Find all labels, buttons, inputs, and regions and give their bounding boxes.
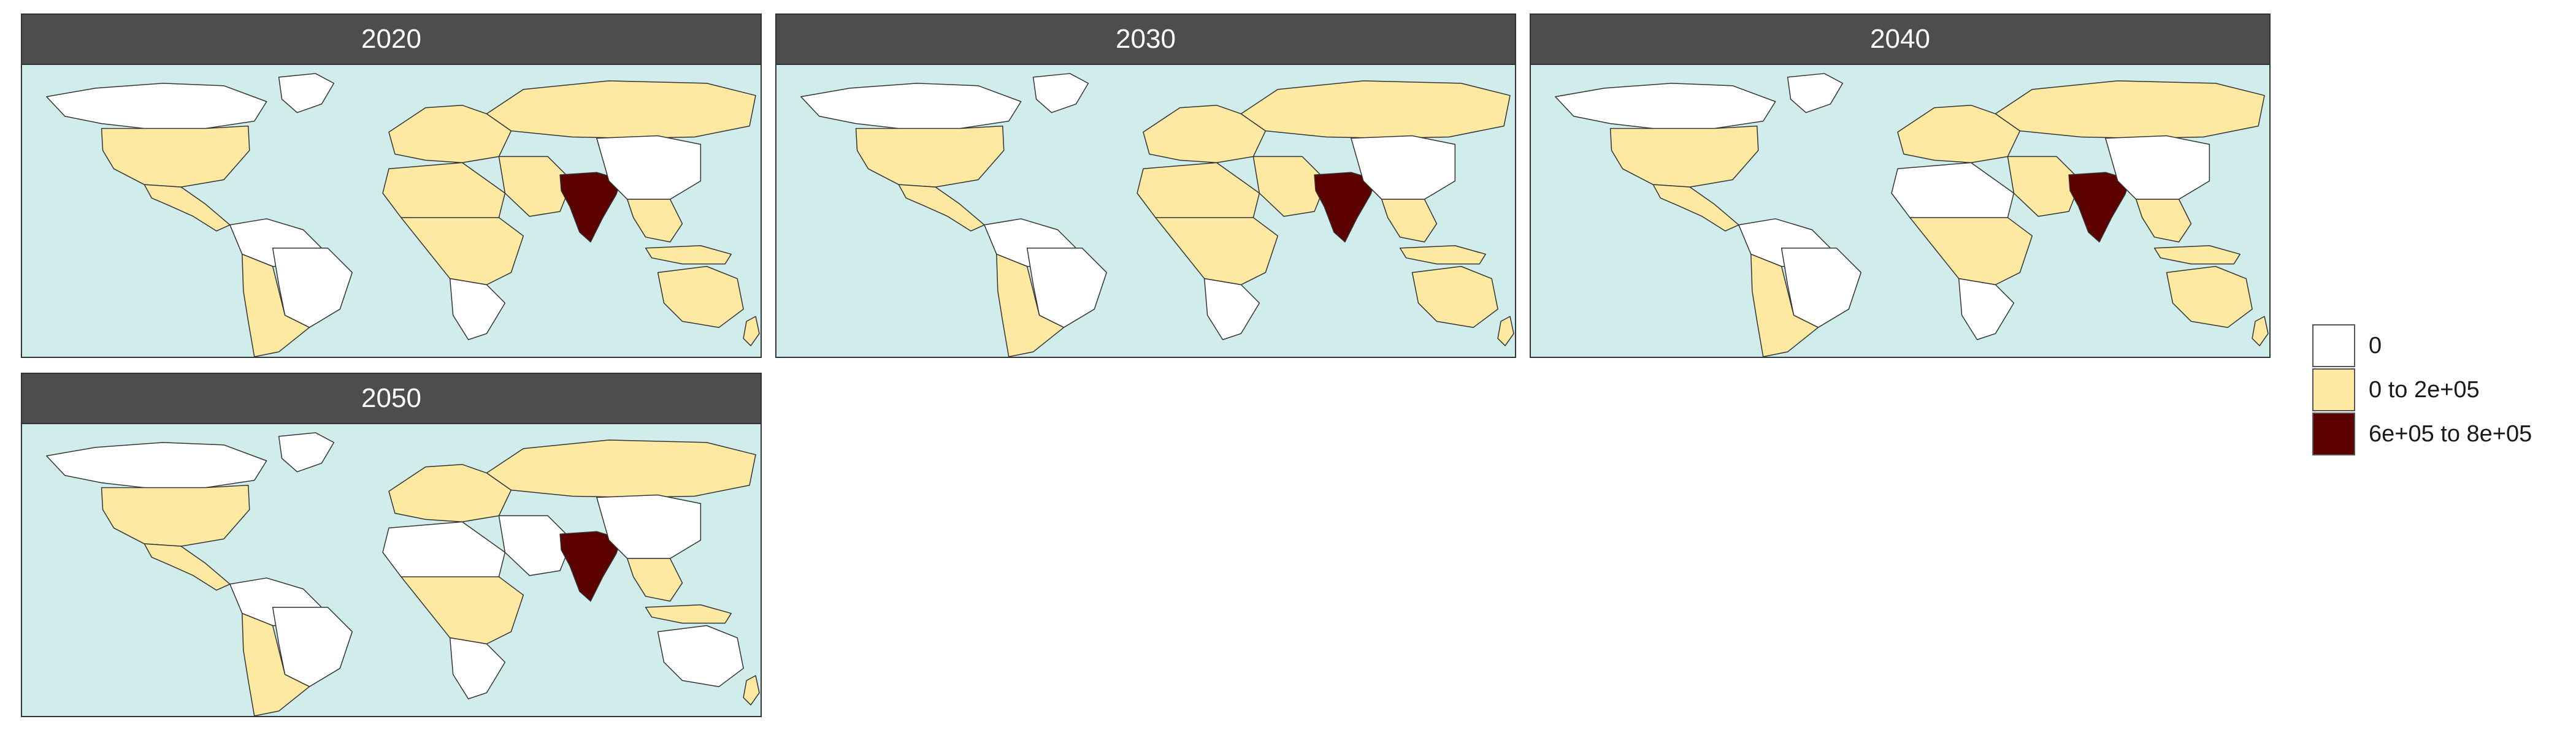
region-brazil [1781, 247, 1861, 328]
region-indonesia [645, 604, 732, 624]
region-mexico-central [144, 184, 231, 232]
map-legend: 0 0 to 2e+05 6e+05 to 8e+05 [2312, 324, 2532, 456]
panel-title: 2030 [775, 13, 1516, 65]
legend-item-zero: 0 [2312, 324, 2532, 368]
region-mexico-central [144, 543, 231, 591]
region-north-africa [382, 521, 506, 584]
region-new-zealand [743, 675, 760, 706]
region-north-africa [1891, 162, 2015, 224]
region-usa [101, 125, 250, 188]
region-china [1351, 135, 1456, 200]
region-southern-africa [1958, 278, 2015, 340]
region-greenland [1787, 73, 1844, 113]
world-map [21, 424, 762, 717]
region-indonesia [2153, 245, 2241, 265]
region-south-america-south [996, 253, 1065, 357]
region-greenland [1032, 73, 1089, 113]
legend-item-high: 6e+05 to 8e+05 [2312, 412, 2532, 456]
region-europe [388, 104, 512, 164]
world-map [21, 65, 762, 358]
region-southern-africa [449, 637, 506, 699]
region-sub-saharan-africa [1909, 217, 2033, 286]
legend-label-low: 0 to 2e+05 [2369, 376, 2480, 403]
region-china [2105, 135, 2210, 200]
region-australia [657, 265, 744, 328]
map-panel-2050: 2050 [21, 373, 762, 717]
region-brazil [1026, 247, 1107, 328]
region-mexico-central [1652, 184, 1739, 232]
legend-swatch-zero [2312, 324, 2355, 367]
legend-swatch-high [2312, 413, 2355, 455]
map-panel-2040: 2040 [1530, 13, 2271, 358]
region-south-america-south [1750, 253, 1819, 357]
region-russia [486, 80, 756, 139]
region-southeast-asia [626, 558, 683, 602]
region-europe [1143, 104, 1267, 164]
region-usa [1609, 125, 1759, 188]
panel-title: 2050 [21, 373, 762, 424]
legend-item-low: 0 to 2e+05 [2312, 368, 2532, 412]
region-new-zealand [2252, 316, 2269, 346]
region-brazil [272, 606, 353, 687]
map-svg [1555, 73, 2269, 357]
region-indonesia [1399, 245, 1486, 265]
region-north-africa [1137, 162, 1260, 224]
region-north-america-north [46, 442, 267, 489]
region-indonesia [645, 245, 732, 265]
panel-title: 2040 [1530, 13, 2271, 65]
region-southern-africa [449, 278, 506, 340]
region-australia [1411, 265, 1498, 328]
region-north-africa [382, 162, 506, 224]
region-russia [486, 439, 756, 498]
region-south-america-south [242, 612, 310, 716]
region-north-america-north [800, 83, 1022, 129]
region-sub-saharan-africa [401, 217, 524, 286]
region-north-america-north [1555, 83, 1776, 129]
region-australia [2166, 265, 2253, 328]
region-usa [855, 125, 1005, 188]
region-southeast-asia [626, 199, 683, 243]
region-europe [1897, 104, 2021, 164]
region-new-zealand [1497, 316, 1514, 346]
region-europe [388, 463, 512, 523]
region-china [596, 494, 702, 559]
legend-label-zero: 0 [2369, 332, 2382, 359]
region-china [596, 135, 702, 200]
map-svg [46, 73, 760, 357]
region-sub-saharan-africa [1155, 217, 1279, 286]
region-southeast-asia [2135, 199, 2192, 243]
legend-label-high: 6e+05 to 8e+05 [2369, 420, 2532, 447]
panel-title: 2020 [21, 13, 762, 65]
map-svg [800, 73, 1514, 357]
region-greenland [278, 73, 335, 113]
region-russia [1995, 80, 2265, 139]
region-sub-saharan-africa [401, 576, 524, 645]
region-new-zealand [743, 316, 760, 346]
map-panel-2020: 2020 [21, 13, 762, 358]
map-panel-2030: 2030 [775, 13, 1516, 358]
region-australia [657, 625, 744, 687]
region-brazil [272, 247, 353, 328]
region-greenland [278, 432, 335, 473]
region-south-america-south [242, 253, 310, 357]
region-mexico-central [898, 184, 985, 232]
region-north-america-north [46, 83, 267, 129]
region-usa [101, 484, 250, 547]
world-map [775, 65, 1516, 358]
region-southeast-asia [1381, 199, 1438, 243]
world-map [1530, 65, 2271, 358]
map-svg [46, 432, 760, 716]
region-southern-africa [1203, 278, 1260, 340]
region-russia [1240, 80, 1511, 139]
legend-swatch-low [2312, 368, 2355, 411]
